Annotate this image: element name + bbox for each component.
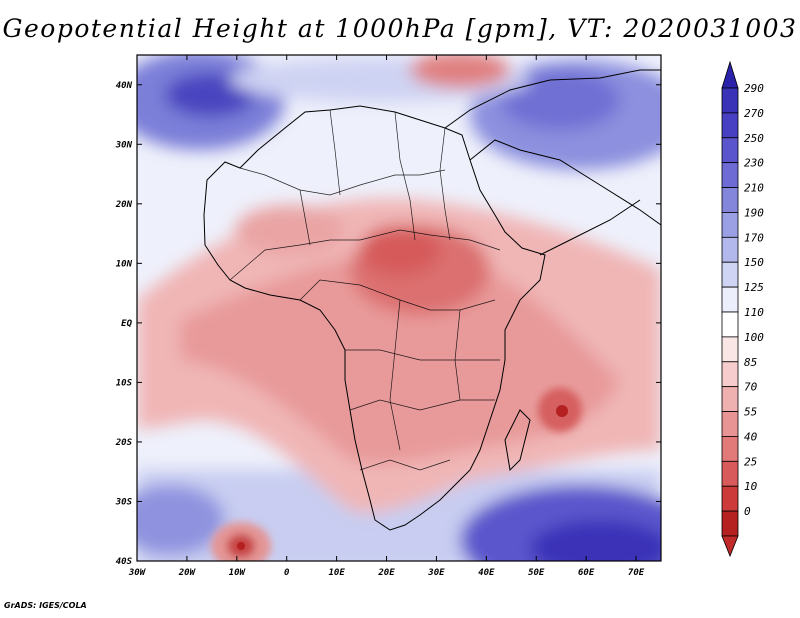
lon-label: 0: [284, 568, 290, 578]
lat-label: 30S: [115, 497, 133, 507]
coastlines: [203, 69, 661, 531]
colorbar-label: 125: [744, 281, 764, 294]
colorbar-label: 190: [744, 206, 764, 219]
lat-label: 10N: [116, 259, 133, 269]
colorbar-swatch: [721, 112, 739, 139]
colorbar-swatch: [721, 286, 739, 313]
lon-label: 20E: [377, 568, 395, 578]
lat-label: EQ: [121, 319, 132, 329]
colorbar-swatch: [721, 436, 739, 462]
map-frame: [136, 54, 662, 562]
colorbar-swatch: [721, 212, 739, 238]
colorbar-label: 150: [744, 256, 764, 269]
height-field: [137, 55, 661, 561]
colorbar-label: 250: [744, 132, 764, 145]
colorbar-swatch: [721, 236, 739, 263]
colorbar-label: 100: [744, 331, 764, 344]
lon-label: 40E: [478, 568, 495, 578]
colorbar-label: 70: [744, 381, 758, 394]
colorbar-swatch: [721, 361, 739, 388]
colorbar-swatch: [721, 386, 739, 412]
colorbar-swatch: [721, 510, 739, 537]
lat-label: 40N: [116, 81, 133, 91]
colorbar-label: 55: [744, 406, 757, 419]
lat-label: 40S: [116, 557, 133, 567]
lat-label: 20S: [115, 438, 133, 448]
lon-label: 70E: [628, 568, 645, 578]
lon-label: 60E: [578, 568, 595, 578]
lat-label: 10S: [116, 378, 133, 388]
chart-title: Geopotential Height at 1000hPa [gpm], VT…: [2, 14, 798, 43]
colorbar-label: 0: [744, 505, 751, 518]
colorbar-swatch: [721, 311, 739, 338]
lon-label: 30E: [427, 568, 445, 578]
colorbar-label: 170: [744, 231, 764, 244]
colorbar-label: 290: [744, 82, 764, 95]
colorbar-swatch: [721, 137, 739, 164]
lon-label: 10W: [229, 568, 247, 578]
colorbar-label: 10: [744, 480, 758, 493]
colorbar-label: 210: [744, 182, 764, 195]
colorbar-bottom-arrow: [721, 535, 739, 558]
colorbar-top-arrow: [721, 60, 739, 89]
country-borders: [229, 109, 501, 471]
colorbar-swatch: [721, 411, 739, 437]
colorbar-swatch: [721, 187, 739, 213]
lon-label: 10E: [328, 568, 345, 578]
lon-label: 30W: [128, 568, 147, 578]
colorbar-label: 40: [744, 430, 758, 443]
lat-label: 30N: [115, 140, 133, 150]
lat-label: 20N: [115, 200, 133, 210]
colorbar-swatch: [721, 460, 739, 487]
colorbar-label: 25: [744, 455, 757, 468]
colorbar-label: 85: [744, 356, 757, 369]
colorbar-label: 270: [744, 107, 764, 120]
lon-label: 50E: [528, 568, 545, 578]
colorbar-swatch: [721, 261, 739, 288]
colorbar-swatch: [721, 336, 739, 363]
colorbar-swatch: [721, 87, 739, 114]
lon-label: 20W: [178, 568, 197, 578]
footer-credit: GrADS: IGES/COLA: [4, 601, 87, 610]
colorbar-swatch: [721, 485, 739, 512]
colorbar-label: 230: [744, 157, 764, 170]
colorbar-label: 110: [744, 306, 764, 319]
colorbar-swatch: [721, 162, 739, 188]
